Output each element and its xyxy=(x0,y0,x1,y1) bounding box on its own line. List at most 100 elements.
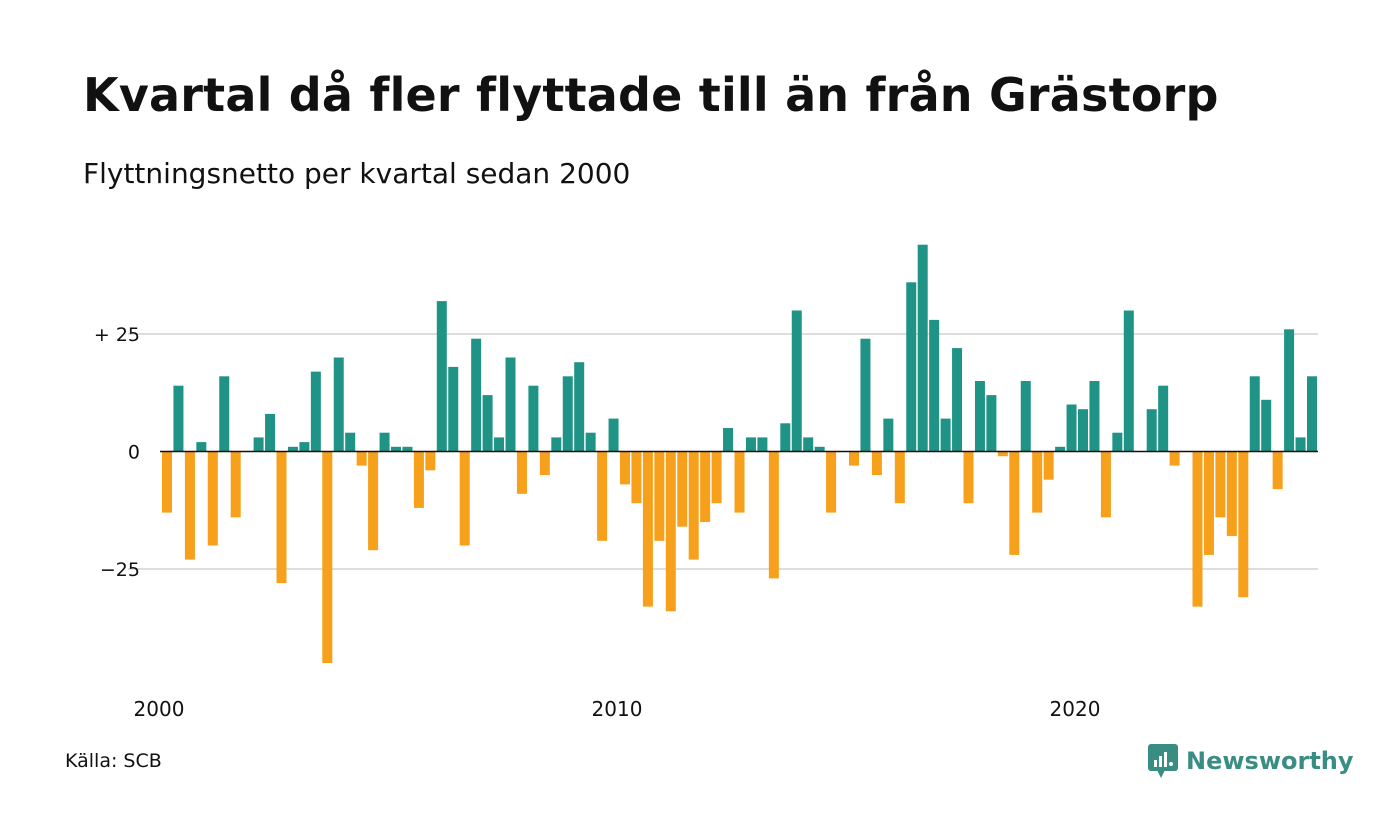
bar xyxy=(184,451,195,560)
bar xyxy=(1272,451,1283,490)
bar xyxy=(997,451,1008,457)
bar xyxy=(917,244,928,452)
bar xyxy=(974,381,985,452)
bar xyxy=(585,432,596,452)
bar xyxy=(1020,381,1031,452)
bar xyxy=(1123,310,1134,452)
bar xyxy=(1066,404,1077,452)
bar xyxy=(1295,437,1306,452)
bar xyxy=(539,451,550,475)
bar xyxy=(803,437,814,452)
bar xyxy=(1009,451,1020,555)
bar xyxy=(379,432,390,452)
bar xyxy=(711,451,722,504)
bars xyxy=(162,244,1317,663)
newsworthy-logo: Newsworthy xyxy=(1148,744,1354,778)
bar xyxy=(1261,399,1272,452)
bar xyxy=(265,413,276,452)
bar xyxy=(631,451,642,504)
bar xyxy=(1032,451,1043,513)
bar xyxy=(986,395,997,452)
bar xyxy=(230,451,241,518)
bar xyxy=(826,451,837,513)
bar xyxy=(1158,385,1169,452)
bar xyxy=(849,451,859,466)
bar xyxy=(642,451,653,607)
bar xyxy=(677,451,688,527)
bar xyxy=(963,451,974,504)
bar xyxy=(448,366,459,452)
bar xyxy=(276,451,287,584)
bar xyxy=(516,451,527,494)
bar xyxy=(1043,451,1054,480)
bar xyxy=(562,376,573,452)
bar xyxy=(597,451,608,541)
source-note: Källa: SCB xyxy=(65,750,162,772)
bar xyxy=(940,418,951,452)
bar xyxy=(505,357,516,452)
axes: + 25 0 −25 2000 2010 2020 xyxy=(94,324,1318,721)
bar xyxy=(528,385,539,452)
bar xyxy=(574,362,585,452)
bar xyxy=(654,451,665,541)
bar xyxy=(688,451,699,560)
bar xyxy=(929,319,940,452)
bar xyxy=(700,451,711,522)
bar xyxy=(207,451,218,546)
bar xyxy=(253,437,264,452)
bar xyxy=(436,301,447,452)
bar xyxy=(791,310,802,452)
bar xyxy=(1284,329,1295,452)
bar xyxy=(1215,451,1226,518)
chart-title: Kvartal då fler flyttade till än från Gr… xyxy=(83,68,1219,122)
bar xyxy=(1203,451,1214,555)
y-tick-label: + 25 xyxy=(94,324,140,346)
bar xyxy=(471,338,482,452)
bar xyxy=(723,428,734,452)
bar xyxy=(173,385,184,452)
bar xyxy=(1089,381,1100,452)
bar xyxy=(219,376,230,452)
bar xyxy=(757,437,768,452)
bar xyxy=(299,442,310,452)
bar xyxy=(310,371,321,452)
bar xyxy=(1112,432,1123,452)
bar xyxy=(1100,451,1111,518)
bar xyxy=(391,446,401,452)
y-tick-label: −25 xyxy=(100,559,140,581)
bar xyxy=(860,338,871,452)
bar xyxy=(620,451,630,485)
x-tick-label: 2020 xyxy=(1050,697,1101,721)
bar xyxy=(333,357,344,452)
bar xyxy=(425,451,436,471)
bar xyxy=(1078,409,1088,452)
bar xyxy=(665,451,676,612)
bar xyxy=(196,442,207,452)
newsworthy-logo-icon xyxy=(1148,744,1178,778)
chart-subtitle: Flyttningsnetto per kvartal sedan 2000 xyxy=(83,157,631,190)
bar xyxy=(1307,376,1317,452)
brand-name: Newsworthy xyxy=(1186,747,1354,775)
bar xyxy=(322,451,333,663)
bar xyxy=(768,451,779,579)
bar-chart: + 25 0 −25 2000 2010 2020 xyxy=(94,244,1318,721)
bar xyxy=(551,437,562,452)
bar xyxy=(345,432,356,452)
bar xyxy=(883,418,894,452)
y-tick-label: 0 xyxy=(128,442,140,464)
bar xyxy=(494,437,505,452)
bar xyxy=(368,451,379,551)
bar xyxy=(952,348,963,452)
bar xyxy=(745,437,756,452)
bar xyxy=(871,451,882,475)
bar xyxy=(906,282,917,452)
x-tick-label: 2000 xyxy=(134,697,185,721)
bar xyxy=(402,446,413,452)
bar xyxy=(287,446,298,452)
bar xyxy=(1226,451,1237,537)
bar xyxy=(482,395,493,452)
bar xyxy=(1192,451,1203,607)
bar xyxy=(1146,409,1157,452)
bar xyxy=(780,423,791,452)
bar xyxy=(413,451,424,508)
